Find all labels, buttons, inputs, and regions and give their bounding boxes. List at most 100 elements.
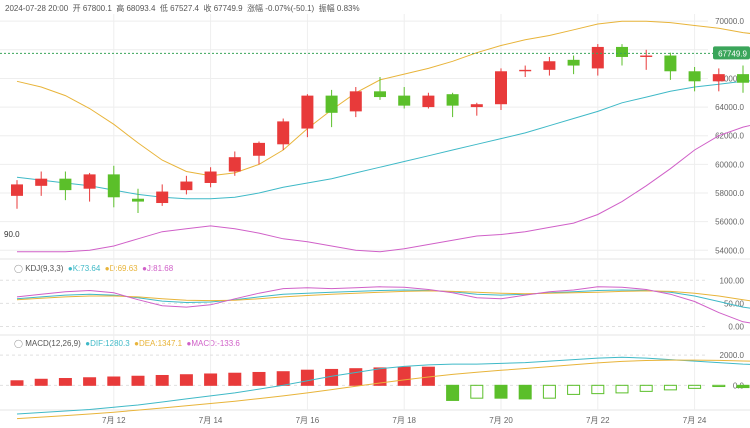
min-price-label: 90.0 [4, 230, 20, 239]
header-low-label: 低 [159, 4, 168, 13]
candle-body [495, 71, 507, 105]
header-open-label: 开 [72, 4, 81, 13]
candle-body [398, 95, 411, 106]
kdj-d-dot-icon: ● [104, 264, 110, 273]
candle-body [446, 94, 459, 106]
macd-bar [107, 376, 121, 386]
macd-dif-dot-icon: ● [85, 339, 91, 348]
candle-body [640, 55, 653, 57]
macd-bar [155, 374, 169, 386]
macd-bar [567, 384, 581, 395]
candle-body [737, 74, 749, 83]
kdj-d-value: D:69.63 [109, 264, 138, 273]
candle-body [301, 95, 314, 129]
candle-body [228, 157, 241, 172]
price-tick-label: 62000.0 [715, 132, 744, 141]
price-tick-label: 56000.0 [715, 218, 744, 227]
macd-bar [204, 373, 218, 386]
candle-body [107, 174, 120, 198]
header-amplitude: 0.83% [336, 4, 360, 13]
macd-eye-icon[interactable]: ◯ [14, 339, 23, 348]
kdj-tick-label: 50.00 [724, 299, 745, 308]
price-tick-label: 70000.0 [715, 17, 744, 26]
header-change: -0.07%(-50.1) [265, 4, 315, 13]
candle-body [253, 142, 265, 156]
macd-bar [228, 372, 242, 386]
candle-body [374, 91, 386, 98]
boll-upper-line [16, 20, 750, 177]
x-tick-label: 7月 16 [296, 416, 320, 425]
x-tick-label: 7月 20 [489, 416, 513, 425]
header-high: 68093.4 [126, 4, 156, 13]
macd-bar [470, 384, 484, 399]
macd-bar [615, 384, 629, 394]
candle-body [180, 181, 193, 191]
macd-bar [300, 369, 314, 386]
kdj-title: KDJ(9,3,3) [25, 264, 64, 273]
header-open: 67800.1 [82, 4, 112, 13]
macd-bar [349, 368, 363, 386]
macd-bar [494, 384, 508, 399]
macd-bar [639, 384, 653, 392]
candle-body [277, 121, 290, 145]
kdj-j-value: J:81.68 [146, 264, 174, 273]
macd-dea-dot-icon: ● [134, 339, 139, 348]
x-tick-label: 7月 24 [683, 416, 707, 425]
candle-body [132, 198, 144, 202]
header-change-label: 涨幅 [247, 4, 264, 13]
macd-dif-value: DIF:1280.3 [90, 339, 130, 348]
header-amplitude-label: 振幅 [318, 4, 335, 13]
kdj-j-line [16, 286, 750, 324]
header-date: 2024-07-28 20:00 [5, 4, 69, 13]
candle-body [349, 91, 362, 112]
macd-bar [688, 384, 702, 389]
price-tick-label: 60000.0 [715, 160, 744, 169]
price-tick-label: 58000.0 [715, 189, 744, 198]
macd-bar [276, 371, 290, 386]
kdj-tick-label: 0.00 [728, 322, 744, 331]
macd-bar [131, 375, 145, 386]
header-low: 67527.4 [170, 4, 199, 13]
boll-mid-line [16, 80, 750, 200]
macd-bar [10, 380, 24, 386]
x-tick-label: 7月 22 [586, 416, 610, 425]
last-price-tag: 67749.9 [718, 49, 747, 58]
macd-bar [397, 366, 411, 386]
candle-body [591, 46, 604, 69]
candle-body [11, 184, 23, 196]
kdj-legend: ◯ KDJ(9,3,3) ●K:73.64 ●D:69.63 ●J:81.68 [14, 264, 173, 273]
macd-dea-line [16, 359, 750, 420]
ohlc-header: 2024-07-28 20:00 开 67800.1 高 68093.4 低 6… [5, 3, 360, 14]
macd-bar [663, 384, 677, 391]
candle-body [470, 104, 483, 108]
x-tick-label: 7月 18 [392, 416, 416, 425]
kdj-eye-icon[interactable]: ◯ [14, 264, 23, 273]
candle-body [422, 95, 435, 108]
macd-tick-label: 2000.0 [720, 351, 745, 360]
macd-bar [179, 374, 193, 386]
macd-bar [83, 377, 97, 386]
candle-body [616, 46, 628, 57]
candle-body [519, 69, 532, 72]
macd-title: MACD(12,26,9) [25, 339, 81, 348]
candle-body [688, 71, 701, 82]
last-price-tag-bg [713, 46, 750, 60]
kdj-tick-label: 100.00 [720, 276, 745, 285]
macd-bar [446, 384, 460, 401]
candle-body [83, 174, 96, 189]
macd-bar [34, 378, 48, 386]
macd-macd-dot-icon: ● [186, 339, 192, 348]
macd-bar [373, 367, 387, 386]
price-tick-label: 54000.0 [715, 246, 744, 255]
candle-body [712, 74, 725, 82]
kdj-j-dot-icon: ● [142, 264, 147, 273]
candle-body [35, 178, 48, 186]
kdj-k-dot-icon: ● [67, 264, 73, 273]
macd-dea-value: DEA:1347.1 [138, 339, 183, 348]
macd-bar [591, 384, 605, 395]
price-tick-label: 64000.0 [715, 103, 744, 112]
price-tick-label: 66000.0 [715, 74, 744, 83]
candle-body [156, 191, 169, 204]
candle-body [59, 178, 72, 191]
